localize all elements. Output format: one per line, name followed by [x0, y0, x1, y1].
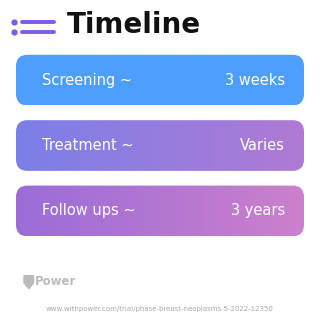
Text: Power: Power [35, 275, 76, 288]
Text: Screening ~: Screening ~ [42, 73, 132, 88]
Text: www.withpower.com/trial/phase-breast-neoplasms-5-2022-12350: www.withpower.com/trial/phase-breast-neo… [46, 306, 274, 312]
Text: 3 weeks: 3 weeks [225, 73, 285, 88]
Text: Follow ups ~: Follow ups ~ [42, 203, 135, 218]
Text: Varies: Varies [240, 138, 285, 153]
Text: Timeline: Timeline [67, 10, 201, 39]
Polygon shape [24, 276, 34, 289]
Text: 3 years: 3 years [230, 203, 285, 218]
Text: Treatment ~: Treatment ~ [42, 138, 133, 153]
